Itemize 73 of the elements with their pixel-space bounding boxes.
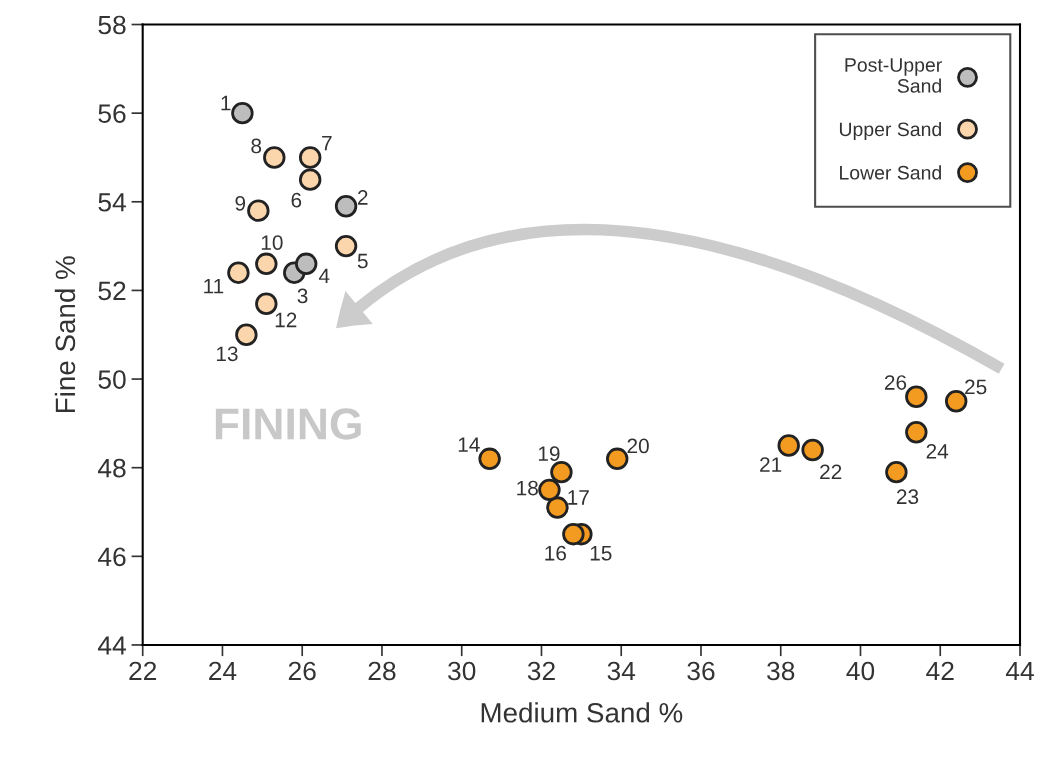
annotation: 21	[760, 457, 782, 472]
x-tick-label: 32	[527, 661, 555, 681]
point	[905, 421, 928, 444]
y-tick-label: 56	[98, 104, 126, 123]
annotation: 1	[221, 95, 231, 111]
point	[298, 146, 322, 169]
point	[294, 252, 318, 276]
point	[227, 261, 250, 284]
y-tick-label: 46	[97, 547, 126, 567]
point	[777, 434, 800, 457]
point	[546, 496, 569, 519]
legend-label: Upper Sand	[839, 121, 941, 141]
point	[334, 234, 358, 258]
point	[905, 385, 928, 408]
annotation: 23	[896, 489, 919, 505]
x-tick-label: 36	[687, 661, 715, 681]
annotation: 18	[517, 480, 538, 496]
point	[801, 438, 824, 462]
point	[538, 478, 561, 502]
y-tick-label: 58	[98, 15, 126, 35]
legend-label: Lower Sand	[840, 165, 941, 180]
annotation: 6	[291, 192, 302, 208]
y-tick-label: 44	[97, 636, 126, 655]
annotation: 15	[590, 546, 612, 561]
y-axis-title: Fine Sand %	[54, 256, 76, 412]
annotation: 7	[322, 136, 332, 151]
annotation: 20	[627, 438, 649, 454]
annotation: 12	[275, 312, 297, 328]
annotation: 24	[926, 443, 949, 459]
point	[478, 447, 501, 471]
annotation: 26	[884, 375, 907, 390]
annotation: 14	[458, 437, 480, 452]
point	[298, 168, 322, 191]
point	[885, 460, 908, 484]
x-tick-label: 40	[846, 661, 875, 681]
annotation: 22	[820, 464, 842, 479]
y-tick-label: 48	[97, 458, 126, 478]
x-tick-label: 34	[607, 661, 636, 681]
x-tick-label: 22	[129, 661, 157, 681]
point	[263, 146, 286, 169]
annotation: 17	[568, 490, 589, 505]
annotation: 25	[965, 379, 987, 395]
annotation: 10	[261, 235, 283, 250]
y-tick-label: 54	[98, 193, 126, 212]
annotation: 11	[204, 279, 224, 294]
annotation: 4	[318, 268, 330, 284]
point	[550, 460, 573, 484]
y-tick-label: 52	[98, 281, 126, 301]
x-tick-label: 26	[288, 661, 316, 681]
annotation: 2	[357, 190, 368, 205]
x-tick-label: 44	[1005, 661, 1034, 681]
annotation: 8	[251, 138, 262, 154]
annotation: 9	[235, 195, 246, 211]
x-tick-label: 28	[368, 661, 396, 681]
point	[606, 447, 629, 471]
x-tick-label: 42	[926, 661, 954, 681]
x-tick-label: 24	[209, 661, 237, 681]
annotation: 3	[297, 288, 308, 304]
annotation: 16	[545, 545, 566, 561]
point	[231, 101, 254, 125]
x-tick-label: 38	[767, 661, 795, 681]
point	[562, 522, 585, 546]
annotation: 13	[216, 346, 238, 362]
legend-label: Post-Upper Sand	[845, 58, 942, 93]
point	[247, 199, 270, 222]
x-tick-label: 30	[448, 661, 476, 681]
point	[255, 252, 278, 276]
annotation: 19	[538, 446, 560, 462]
y-tick-label: 50	[98, 370, 126, 389]
point	[334, 195, 358, 218]
point	[235, 323, 258, 346]
annotation: 5	[357, 253, 368, 269]
x-axis-title: Medium Sand %	[481, 702, 683, 723]
